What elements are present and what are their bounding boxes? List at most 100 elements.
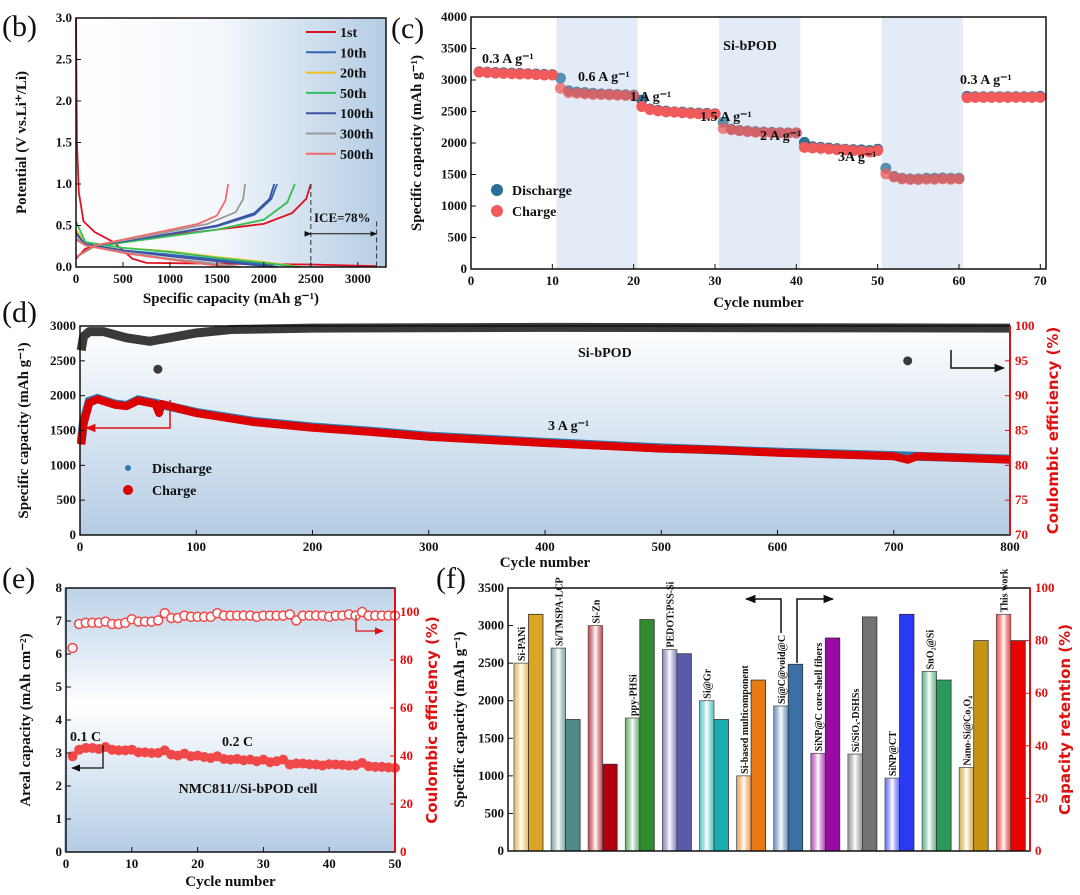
x-tick-label: 50 [871, 273, 884, 288]
charge-point [855, 145, 867, 157]
x-tick-label: 300 [419, 539, 439, 554]
charge-point [945, 173, 957, 185]
capacity-bar [773, 705, 789, 852]
rate-label: 3 A g⁻¹ [548, 419, 589, 434]
charge-point [489, 67, 501, 79]
panel-label-f: (f) [436, 562, 466, 595]
x-tick-label: 10 [125, 856, 138, 871]
y-tick-label: 2500 [478, 655, 504, 670]
charge-point [685, 107, 697, 119]
right-axis-arrow [950, 350, 1006, 373]
legend-label: 50th [340, 87, 367, 102]
x-tick-label: 20 [191, 856, 204, 871]
y-right-tick-label: 90 [1015, 388, 1028, 403]
charge-point [522, 68, 534, 80]
retention-bar [899, 613, 915, 852]
x-tick-label: 10 [546, 273, 559, 288]
bar-category-label: Si-Zn [591, 599, 602, 623]
plot-background [76, 18, 386, 267]
y-tick-label: 3500 [478, 580, 504, 595]
y-tick-label: 1500 [478, 730, 504, 745]
charge-point [668, 106, 680, 118]
charge-point [733, 125, 745, 137]
rate-label: 3A g⁻¹ [838, 150, 876, 165]
charge-point [571, 87, 583, 99]
y-tick-label: 2000 [50, 388, 76, 403]
charge-point [953, 173, 965, 185]
legend-label: Charge [512, 205, 556, 220]
charge-point [782, 127, 794, 139]
right-axis-arrow [796, 594, 835, 663]
charge-point [595, 88, 607, 100]
y-tick-label: 5 [56, 679, 63, 694]
y-right-tick-label: 80 [1035, 633, 1048, 648]
y-right-axis-title: Coulombic efficiency (%) [1044, 327, 1062, 534]
capacity-bar [587, 625, 604, 852]
retention-bar [787, 663, 804, 852]
x-tick-label: 40 [790, 273, 803, 288]
y-tick-label: 500 [448, 230, 468, 245]
plot-background [64, 588, 395, 852]
charge-point [1018, 91, 1030, 103]
y-tick-label: 0.0 [56, 259, 72, 274]
x-tick-label: 3000 [345, 271, 371, 286]
plot-frame [470, 16, 1047, 270]
y-right-tick-label: 60 [1035, 685, 1048, 700]
plot-frame [507, 587, 1031, 852]
charge-point [676, 107, 688, 119]
bar-category-label: This work [1000, 568, 1011, 612]
y-tick-label: 1 [56, 811, 63, 826]
x-tick-label: 100 [187, 539, 207, 554]
charge-point [815, 142, 827, 154]
charge-point [611, 89, 623, 101]
legend-label: 100th [340, 107, 374, 122]
y-tick-label: 1000 [441, 198, 467, 213]
capacity-bar [624, 717, 641, 852]
y-right-tick-label: 0 [1035, 843, 1042, 858]
x-tick-label: 1000 [157, 271, 183, 286]
capacity-bar [884, 777, 900, 852]
cell-label: NMC811//Si-bPOD cell [179, 782, 318, 797]
charge-point [481, 66, 493, 78]
retention-bar [639, 619, 655, 852]
panel-label-c: (c) [391, 12, 424, 45]
legend-marker [491, 205, 503, 217]
x-tick-label: 40 [323, 856, 336, 871]
ce-outlier-point [153, 364, 163, 374]
shaded-rate-band [556, 17, 638, 269]
y-tick-label: 0 [56, 844, 63, 859]
x-axis-title: Cycle number [185, 874, 276, 890]
left-axis-arrow [71, 745, 104, 772]
y-right-tick-label: 40 [400, 748, 413, 763]
charge-point [701, 108, 713, 120]
y-right-tick-label: 80 [400, 652, 413, 667]
x-tick-label: 2500 [298, 271, 324, 286]
charge-curve-500th [75, 183, 230, 258]
y-tick-label: 1000 [478, 768, 504, 783]
y-tick-label: 2500 [441, 104, 467, 119]
charge-point [912, 174, 924, 186]
y-right-tick-label: 20 [1035, 790, 1048, 805]
rate-label: 1 A g⁻¹ [630, 90, 671, 105]
y-tick-label: 2000 [441, 135, 467, 150]
charge-point [538, 69, 550, 81]
x-tick-label: 20 [627, 273, 640, 288]
retention-bar [973, 640, 989, 852]
charge-point [839, 144, 851, 156]
retention-bar [713, 719, 729, 852]
x-tick-label: 0 [77, 539, 84, 554]
plot-background [80, 326, 1010, 535]
legend-label: Charge [152, 484, 196, 499]
charge-point [725, 124, 737, 136]
ce-point [152, 615, 164, 626]
charge-point [847, 145, 859, 157]
y-tick-label: 500 [57, 492, 77, 507]
charge-point [660, 106, 672, 118]
legend-label: 1st [340, 26, 357, 41]
x-tick-label: 50 [389, 856, 402, 871]
x-tick-label: 700 [884, 539, 904, 554]
capacity-bar [810, 752, 826, 852]
x-axis-title: Specific capacity (mAh g⁻¹) [143, 291, 319, 307]
charge-point [579, 88, 591, 100]
charge-point [929, 173, 941, 185]
